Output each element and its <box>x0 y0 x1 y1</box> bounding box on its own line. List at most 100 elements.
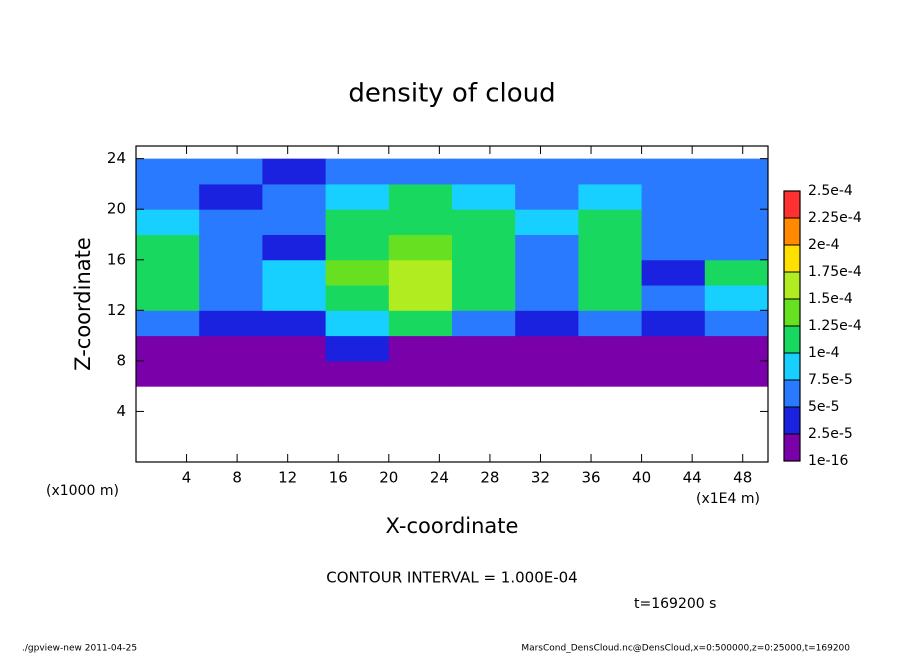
heat-cell <box>578 183 643 210</box>
contour-note: CONTOUR INTERVAL = 1.000E-04 <box>326 569 577 587</box>
heat-cell <box>136 335 200 362</box>
colorbar-label: 1.25e-4 <box>808 318 862 334</box>
heat-cell <box>136 158 200 185</box>
heat-cell <box>578 158 643 185</box>
heat-cell <box>325 158 390 185</box>
heat-cell <box>325 310 390 337</box>
heat-cell <box>388 183 453 210</box>
heat-cell <box>262 360 327 387</box>
y-tick-label: 16 <box>107 250 126 268</box>
heat-cell <box>641 360 706 387</box>
x-tick-label: 44 <box>683 469 702 487</box>
heat-cell <box>515 285 579 311</box>
colorbar-band <box>784 407 800 434</box>
heat-cell <box>452 158 516 185</box>
x-tick-label: 20 <box>379 469 398 487</box>
heat-cell <box>641 158 706 185</box>
heat-cell <box>262 285 327 311</box>
heat-cell <box>199 360 263 387</box>
heat-cell <box>578 259 643 286</box>
heat-cell <box>262 234 327 261</box>
colorbar-band <box>784 272 800 299</box>
x-tick-label: 16 <box>329 469 348 487</box>
heat-cell <box>641 335 706 362</box>
heat-cell <box>452 310 516 337</box>
heat-cell <box>578 285 643 311</box>
colorbar-label: 1.5e-4 <box>808 291 853 307</box>
colorbar-label: 5e-5 <box>808 399 839 415</box>
heat-cell <box>452 335 516 362</box>
heat-cell <box>199 183 263 210</box>
heat-cell <box>515 209 579 235</box>
colorbar-label: 7.5e-5 <box>808 372 853 388</box>
colorbar-band <box>784 218 800 245</box>
heat-cell <box>199 234 263 261</box>
x-tick-label: 24 <box>430 469 449 487</box>
heat-cell <box>578 335 643 362</box>
heat-cell <box>578 209 643 235</box>
heat-cell <box>136 310 200 337</box>
y-axis-label: Z-coordinate <box>71 237 95 371</box>
x-tick-label: 48 <box>733 469 752 487</box>
colorbar-band <box>784 380 800 407</box>
heat-cell <box>388 285 453 311</box>
heat-cell <box>325 259 390 286</box>
colorbar-band <box>784 326 800 353</box>
y-tick-label: 4 <box>116 402 126 420</box>
colorbar-band <box>784 434 800 461</box>
heat-cell <box>515 183 579 210</box>
x-tick-label: 4 <box>182 469 192 487</box>
heat-cell <box>325 360 390 387</box>
heat-cell <box>452 209 516 235</box>
heat-cell <box>704 285 769 311</box>
heat-cell <box>704 335 769 362</box>
heat-cell <box>388 310 453 337</box>
heat-cell <box>325 285 390 311</box>
heat-cell <box>578 360 643 387</box>
heat-cell <box>136 183 200 210</box>
y-tick-label: 8 <box>116 351 126 369</box>
heat-cell <box>325 234 390 261</box>
heat-cell <box>262 209 327 235</box>
heat-cell <box>452 285 516 311</box>
heat-cell <box>262 310 327 337</box>
chart-title: density of cloud <box>348 79 555 109</box>
heat-cell <box>262 259 327 286</box>
heat-cell <box>515 360 579 387</box>
heat-cell <box>388 259 453 286</box>
heat-cell <box>515 335 579 362</box>
heat-cell <box>515 158 579 185</box>
heat-cell <box>704 183 769 210</box>
x-tick-label: 12 <box>278 469 297 487</box>
heat-cell <box>325 335 390 362</box>
heat-cell <box>452 234 516 261</box>
heat-cell <box>325 209 390 235</box>
heat-cell <box>515 259 579 286</box>
heat-cell <box>262 158 327 185</box>
y-tick-label: 20 <box>107 200 126 218</box>
heat-cell <box>199 158 263 185</box>
heat-cell <box>262 183 327 210</box>
y-tick-label: 12 <box>107 301 126 319</box>
x-tick-label: 36 <box>581 469 600 487</box>
heat-cell <box>641 183 706 210</box>
heat-cell <box>136 360 200 387</box>
x-tick-label: 40 <box>632 469 651 487</box>
heat-cell <box>641 234 706 261</box>
heat-cell <box>452 259 516 286</box>
heat-cell <box>136 209 200 235</box>
colorbar-band <box>784 245 800 272</box>
footer-right: MarsCond_DensCloud.nc@DensCloud,x=0:5000… <box>521 644 850 654</box>
plot-frame <box>135 145 769 463</box>
heat-cell <box>388 234 453 261</box>
footer-left: ./gpview-new 2011-04-25 <box>22 644 137 654</box>
x-axis-label: X-coordinate <box>386 514 519 538</box>
heat-cell <box>641 285 706 311</box>
x-tick-label: 28 <box>480 469 499 487</box>
heat-cell <box>199 209 263 235</box>
y-tick-label: 24 <box>107 149 126 167</box>
colorbar-label: 1.75e-4 <box>808 264 862 280</box>
colorbar-label: 1e-16 <box>808 453 848 469</box>
heat-cell <box>325 183 390 210</box>
